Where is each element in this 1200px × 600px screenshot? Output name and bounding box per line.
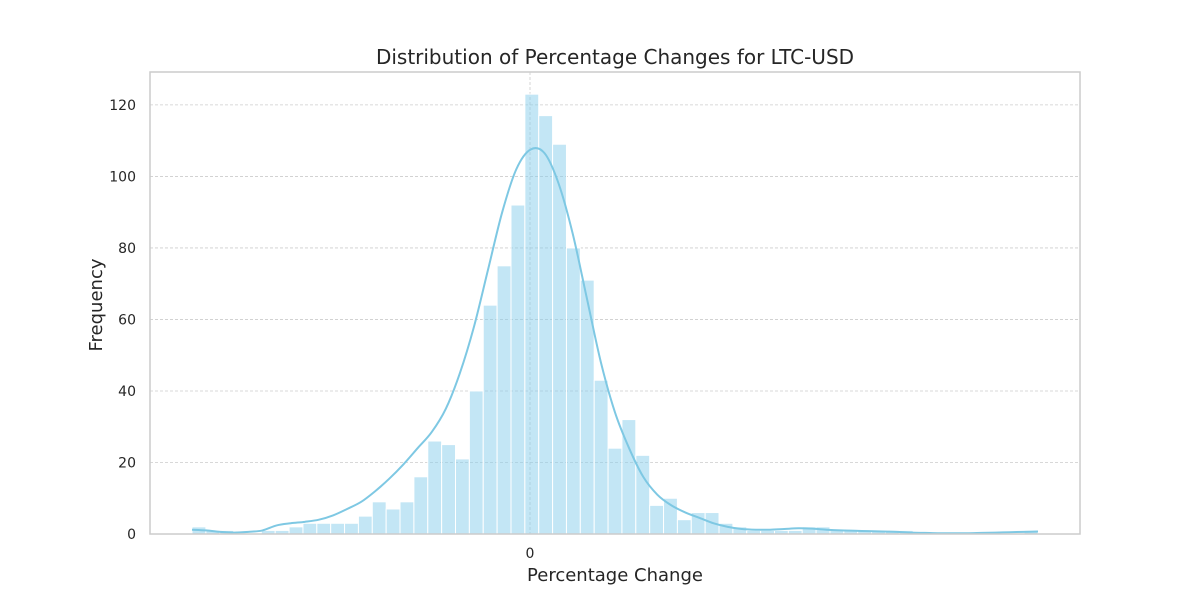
histogram-bar	[288, 526, 304, 535]
histogram-bar	[607, 447, 623, 535]
histogram-bar	[524, 93, 540, 535]
kde-curve	[191, 147, 1039, 535]
plot-frame	[149, 71, 1081, 535]
histogram-bar	[316, 522, 332, 535]
y-tick-label: 20	[118, 455, 136, 471]
histogram-bar	[663, 497, 678, 535]
grid-layer	[150, 72, 1080, 534]
histogram-bar	[399, 501, 415, 535]
chart-title: Distribution of Percentage Changes for L…	[376, 45, 854, 69]
y-tick-label: 60	[118, 312, 136, 328]
histogram-bar	[482, 304, 498, 535]
histogram-bar	[427, 440, 443, 535]
histogram-bar	[676, 519, 692, 535]
y-tick-label: 0	[127, 527, 136, 543]
bars-layer	[191, 93, 1039, 535]
x-axis-label: Percentage Change	[527, 565, 703, 586]
histogram-bar	[593, 379, 609, 535]
histogram-bar	[441, 444, 457, 535]
histogram-bar	[330, 522, 346, 535]
y-tick-label: 40	[118, 384, 136, 400]
histogram-bar	[455, 458, 470, 535]
histogram-bar	[344, 522, 359, 535]
y-tick-label: 80	[118, 241, 136, 257]
histogram-bar	[302, 522, 318, 535]
histogram-bar	[565, 247, 581, 535]
histogram-bar	[413, 476, 429, 535]
histogram-bar	[371, 501, 387, 535]
y-axis-label: Frequency	[86, 258, 107, 351]
histogram-bar	[538, 115, 554, 535]
y-tick-label: 120	[109, 98, 136, 114]
histogram-bar	[649, 504, 665, 535]
y-tick-label: 100	[109, 169, 136, 185]
ticks-layer: 0 20 40 60 80 100 120 0	[109, 98, 534, 562]
histogram-bar	[496, 265, 512, 535]
histogram-bar	[510, 204, 526, 535]
histogram-bar	[357, 515, 373, 535]
histogram-bar	[468, 390, 484, 535]
kde-layer	[191, 147, 1039, 535]
histogram-bar	[385, 508, 401, 535]
x-tick-label: 0	[526, 546, 535, 562]
